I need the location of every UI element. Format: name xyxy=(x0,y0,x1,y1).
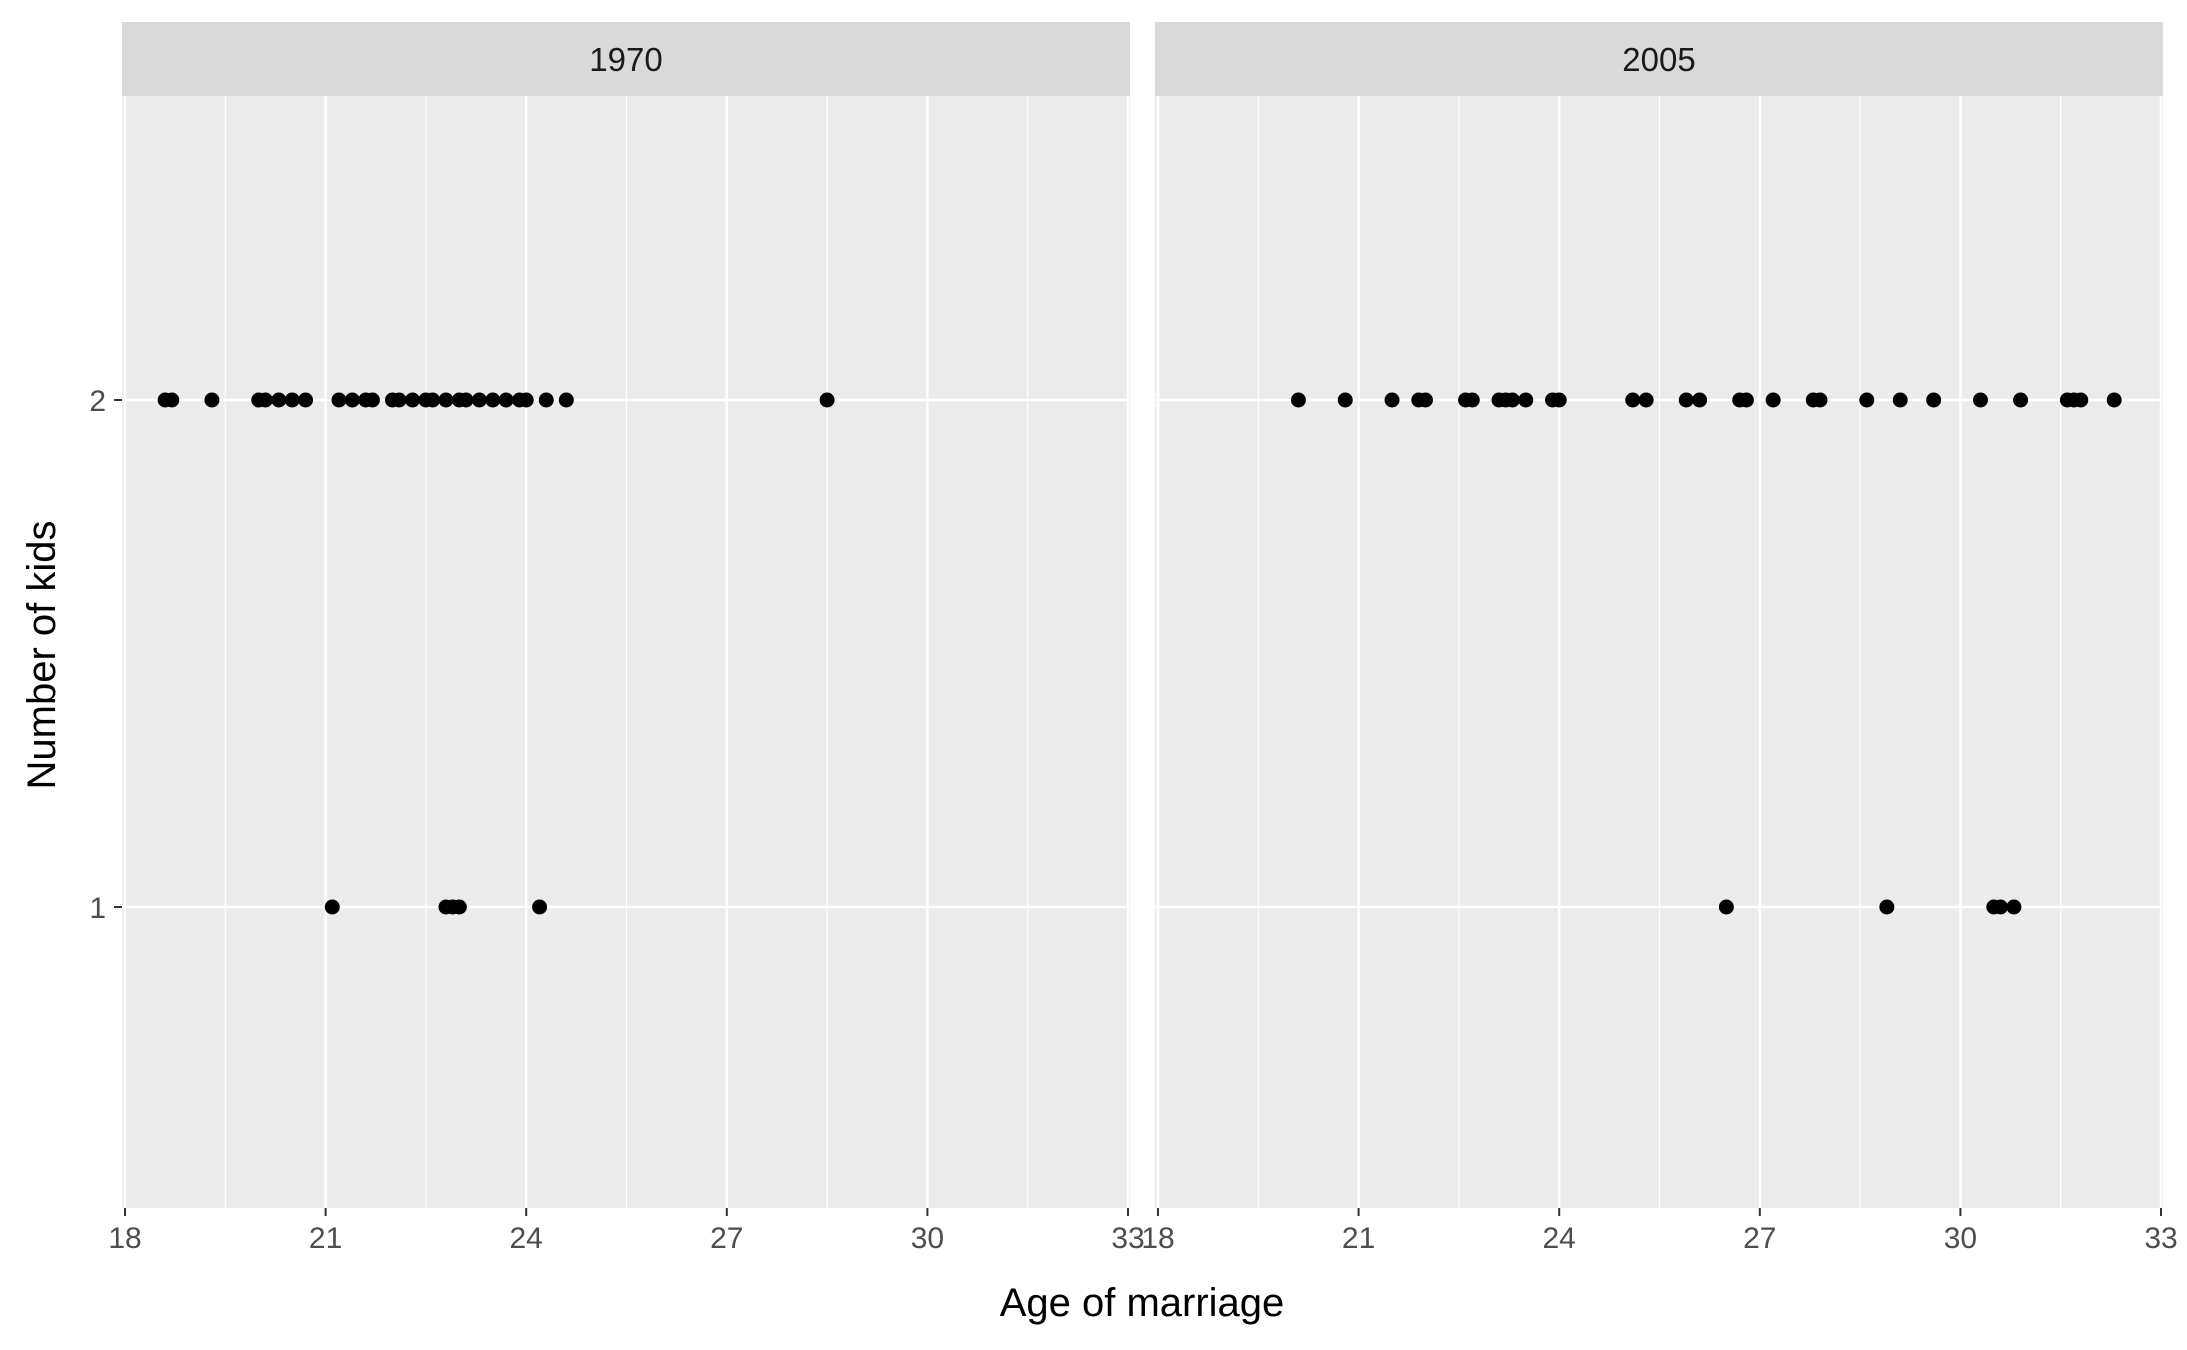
data-point xyxy=(1290,392,1306,408)
x-tick-label: 27 xyxy=(1743,1222,1776,1255)
data-point xyxy=(558,392,574,408)
facet-strip xyxy=(122,22,1130,96)
facet-panel-1970: 1970 18 21 24 27 30 33 xyxy=(108,22,1145,1255)
facet-strip-label: 1970 xyxy=(589,41,662,78)
data-point xyxy=(538,392,554,408)
x-tick-label: 18 xyxy=(1141,1222,1174,1255)
data-point xyxy=(518,392,534,408)
x-tick-label: 24 xyxy=(510,1222,543,1255)
data-point xyxy=(1972,392,1988,408)
data-point xyxy=(451,899,467,915)
data-point xyxy=(204,392,220,408)
data-point xyxy=(498,392,514,408)
x-tick-label: 30 xyxy=(911,1222,944,1255)
data-point xyxy=(391,392,407,408)
data-point xyxy=(2073,392,2089,408)
data-point xyxy=(1625,392,1641,408)
data-point xyxy=(1926,392,1942,408)
data-point xyxy=(1464,392,1480,408)
data-point xyxy=(324,899,340,915)
data-point xyxy=(1337,392,1353,408)
facet-strip xyxy=(1155,22,2163,96)
y-axis-title: Number of kids xyxy=(20,521,64,790)
data-point xyxy=(438,392,454,408)
x-tick-label: 33 xyxy=(1111,1222,1144,1255)
x-tick-label: 18 xyxy=(108,1222,141,1255)
data-point xyxy=(1551,392,1567,408)
facets: 1970 18 21 24 27 30 33 2005 18 21 24 27 30 33 xyxy=(108,22,2178,1255)
data-point xyxy=(1638,392,1654,408)
data-point xyxy=(1417,392,1433,408)
data-point xyxy=(344,392,360,408)
data-point xyxy=(1718,899,1734,915)
data-point xyxy=(532,899,548,915)
data-point xyxy=(271,392,287,408)
x-axis-title: Age of marriage xyxy=(1000,1281,1285,1325)
data-point xyxy=(257,392,273,408)
data-point xyxy=(1504,392,1520,408)
data-point xyxy=(164,392,180,408)
data-point xyxy=(485,392,501,408)
x-tick-label: 27 xyxy=(710,1222,743,1255)
x-tick-label: 24 xyxy=(1543,1222,1576,1255)
data-point xyxy=(1765,392,1781,408)
data-point xyxy=(458,392,474,408)
data-point xyxy=(1738,392,1754,408)
x-tick-label: 30 xyxy=(1944,1222,1977,1255)
data-point xyxy=(1812,392,1828,408)
y-tick-label: 2 xyxy=(89,385,106,418)
data-point xyxy=(405,392,421,408)
x-tick-label: 33 xyxy=(2144,1222,2177,1255)
data-point xyxy=(2006,899,2022,915)
data-point xyxy=(364,392,380,408)
data-point xyxy=(1993,899,2009,915)
data-point xyxy=(1518,392,1534,408)
data-point xyxy=(1892,392,1908,408)
data-point xyxy=(819,392,835,408)
x-tick-label: 21 xyxy=(309,1222,342,1255)
data-point xyxy=(1678,392,1694,408)
x-tick-label: 21 xyxy=(1342,1222,1375,1255)
data-point xyxy=(2106,392,2122,408)
data-point xyxy=(298,392,314,408)
data-point xyxy=(1859,392,1875,408)
data-point xyxy=(1384,392,1400,408)
facet-panel-2005: 2005 18 21 24 27 30 33 xyxy=(1141,22,2178,1255)
data-point xyxy=(331,392,347,408)
y-axis: 12 xyxy=(89,385,122,925)
data-point xyxy=(425,392,441,408)
data-point xyxy=(1692,392,1708,408)
data-point xyxy=(2013,392,2029,408)
data-point xyxy=(1879,899,1895,915)
y-tick-label: 1 xyxy=(89,892,106,925)
facet-strip-label: 2005 xyxy=(1622,41,1695,78)
data-point xyxy=(471,392,487,408)
data-point xyxy=(284,392,300,408)
